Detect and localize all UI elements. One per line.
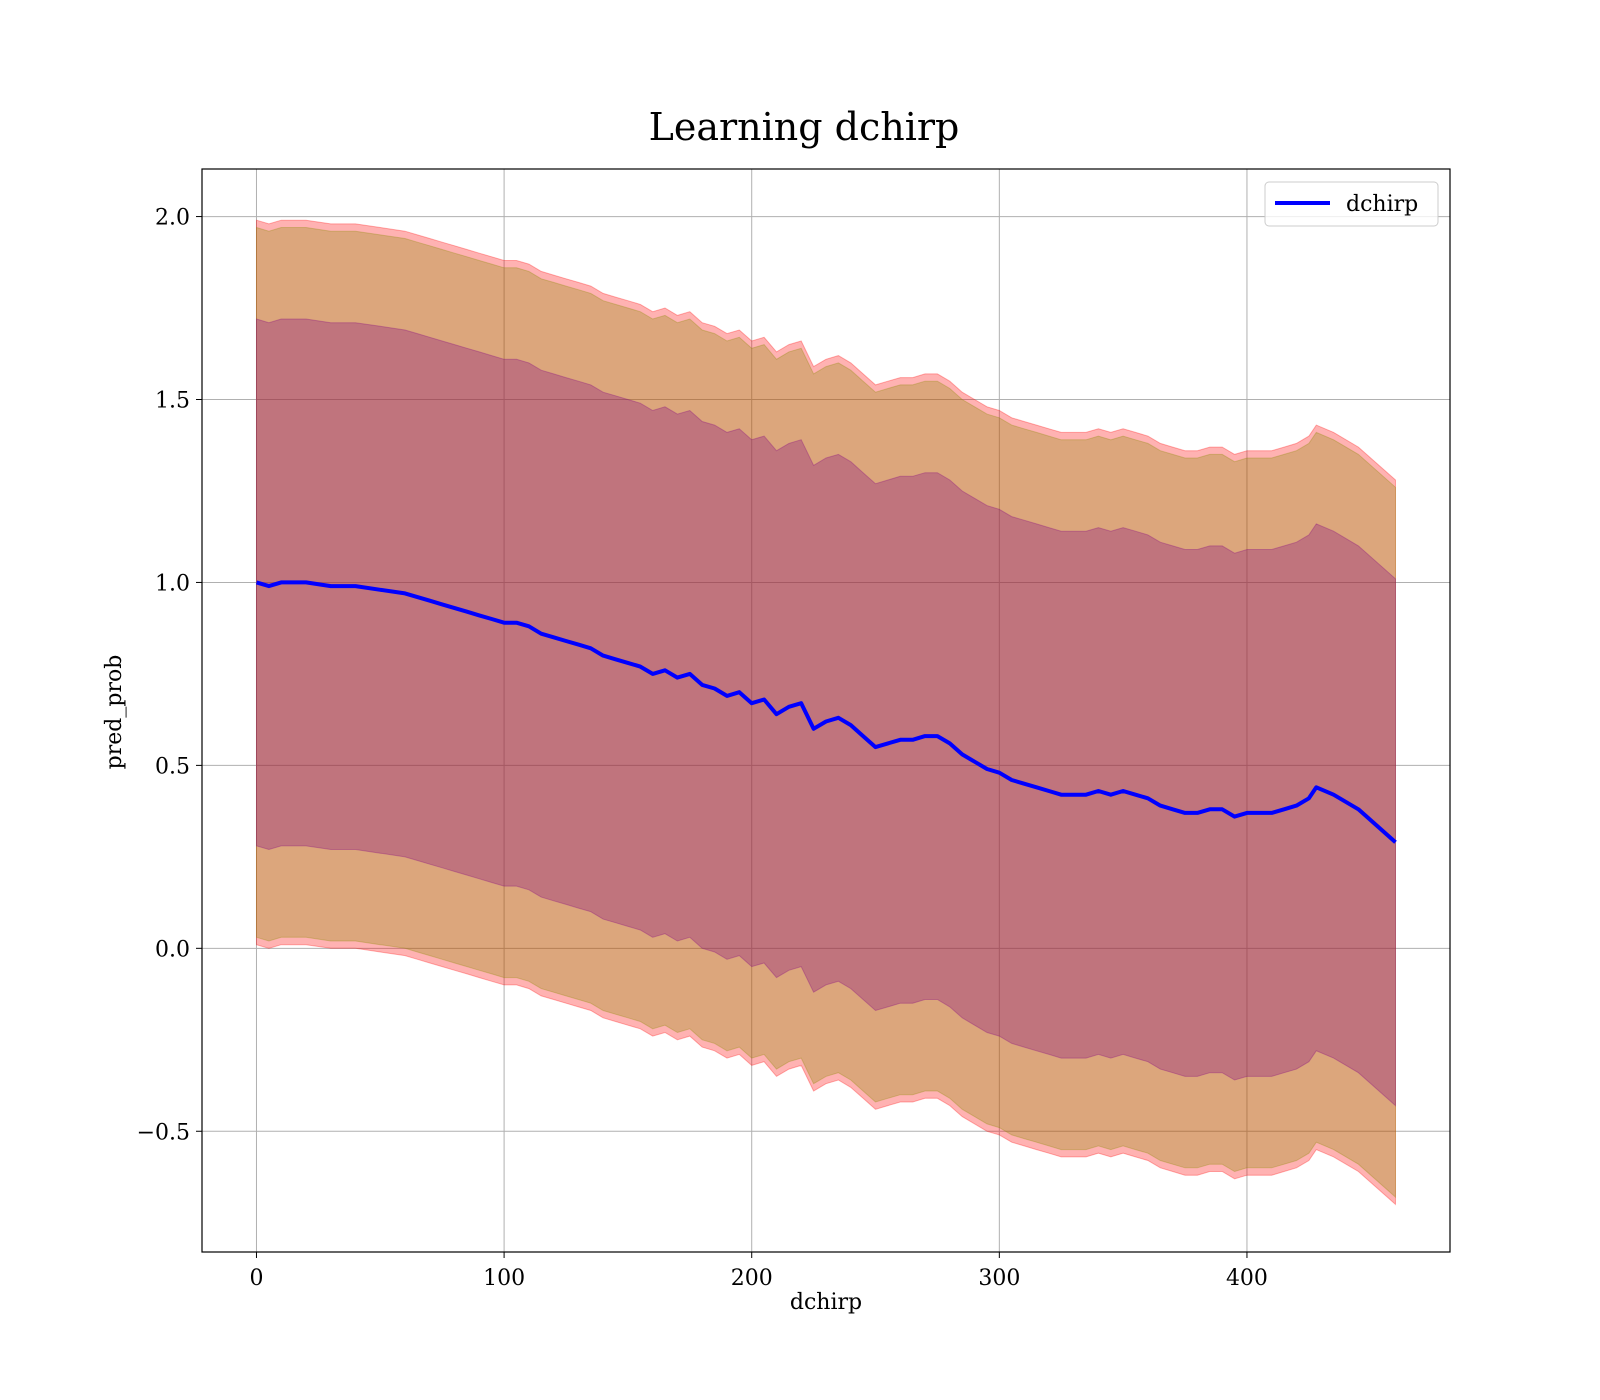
band-3-sigma — [256, 219, 1396, 1206]
y-axis-label: pred_prob — [102, 655, 127, 770]
grid — [202, 169, 1450, 1252]
series-lines — [255, 580, 1397, 844]
x-tick-label: 200 — [731, 1266, 773, 1291]
legend-box — [1264, 181, 1439, 227]
y-axis: 2.0 1.5 1.0 0.5 0.0 −0.5 — [137, 206, 202, 1145]
y-tick-label: 0.5 — [155, 754, 190, 779]
legend-label: dchirp — [1346, 192, 1418, 217]
band-1-sigma — [256, 318, 1396, 1107]
band-2-sigma — [256, 226, 1396, 1199]
y-tick-label: 1.5 — [155, 389, 190, 414]
x-tick-label: 100 — [483, 1266, 525, 1291]
y-tick-label: 1.0 — [155, 571, 190, 596]
legend: dchirp — [1264, 181, 1439, 227]
x-axis-label: dchirp — [790, 1290, 862, 1315]
chart-title: Learning dchirp — [649, 105, 960, 149]
series-line-dchirp — [255, 580, 1397, 844]
x-tick-label: 0 — [249, 1266, 263, 1291]
y-tick-label: 2.0 — [155, 206, 190, 231]
plot-frame — [201, 168, 1451, 1253]
x-tick-label: 300 — [978, 1266, 1020, 1291]
y-tick-label: −0.5 — [137, 1120, 190, 1145]
x-tick-label: 400 — [1226, 1266, 1268, 1291]
x-axis: 0 100 200 300 400 — [249, 1252, 1268, 1291]
y-tick-label: 0.0 — [155, 937, 190, 962]
uncertainty-bands — [256, 219, 1396, 1206]
